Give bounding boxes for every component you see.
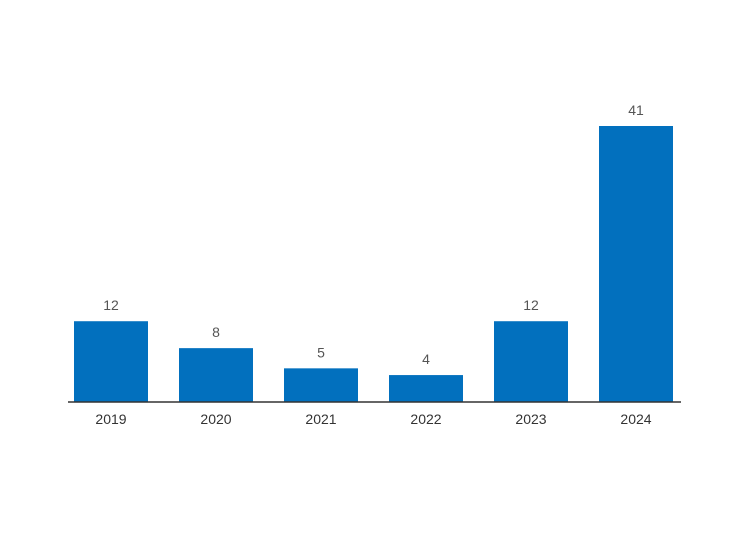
- value-label-2022: 4: [422, 351, 430, 367]
- bars-group: [74, 126, 673, 402]
- bar-2019: [74, 321, 148, 402]
- bar-2024: [599, 126, 673, 402]
- value-label-2024: 41: [628, 102, 644, 118]
- value-label-2023: 12: [523, 297, 539, 313]
- x-tick-label-2024: 2024: [620, 411, 651, 427]
- bar-2020: [179, 348, 253, 402]
- bar-2021: [284, 368, 358, 402]
- x-tick-label-2021: 2021: [305, 411, 336, 427]
- x-tick-label-2023: 2023: [515, 411, 546, 427]
- x-tick-label-2019: 2019: [95, 411, 126, 427]
- x-tick-label-2022: 2022: [410, 411, 441, 427]
- bar-2022: [389, 375, 463, 402]
- value-label-2020: 8: [212, 324, 220, 340]
- value-label-2019: 12: [103, 297, 119, 313]
- bar-2023: [494, 321, 568, 402]
- x-tick-labels-group: 2019 2020 2021 2022 2023 2024: [95, 411, 651, 427]
- value-labels-group: 12 8 5 4 12 41: [103, 102, 644, 367]
- x-tick-label-2020: 2020: [200, 411, 231, 427]
- value-label-2021: 5: [317, 344, 325, 360]
